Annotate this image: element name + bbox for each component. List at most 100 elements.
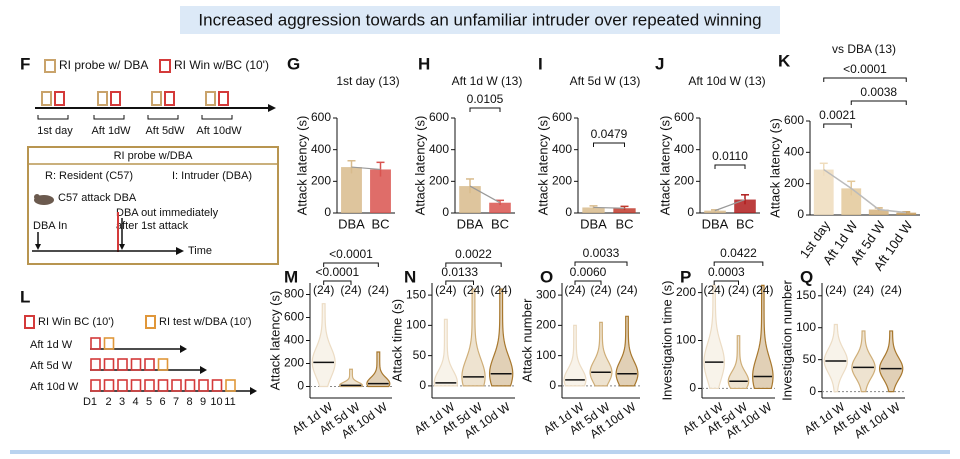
n-label: (24) [703,283,724,297]
y-tick-label: 0 [565,205,572,219]
win-box [117,379,128,392]
schedule: D1 2 3 4 5 6 7 8 9 10 11 [83,337,257,408]
sig-bracket [469,107,501,112]
panel-label: I [538,54,543,73]
violin [878,330,904,393]
mouse-icon [34,194,40,200]
p-value: 0.0060 [570,265,607,279]
panel-label: N [404,267,416,286]
n-label: (24) [590,283,611,297]
y-tick-label: 0 [442,205,449,219]
panel-label: H [418,54,430,73]
test-box [103,337,115,350]
violin [488,288,514,387]
panel-label: M [284,267,298,286]
y-tick-label: 200 [429,174,449,188]
y-tick-label: 200 [676,285,696,299]
y-tick-label: 50 [413,348,427,362]
y-tick-label: 150 [796,288,816,302]
y-axis-label: Attack latency (s) [412,116,427,216]
win-box [103,358,115,371]
bar [613,208,636,213]
y-tick-label: 400 [552,142,572,156]
y-tick-label: 0 [419,378,426,392]
violin [338,368,364,388]
y-axis-label: Investigation time (s) [659,281,674,401]
sig-bracket [445,280,474,285]
sig-bracket [323,280,352,285]
bar [459,186,481,213]
y-tick-label: 200 [674,174,694,188]
y-tick-label: 0 [549,378,556,392]
chart-title: Aft 10d W (13) [688,74,765,88]
y-tick-label: 400 [429,142,449,156]
p-value: 0.0105 [467,92,504,106]
day-label: 7 [173,396,179,408]
violin [727,335,750,390]
figure-title: Increased aggression towards an unfamili… [198,10,761,29]
pair-line [469,185,501,204]
y-tick-label: 600 [674,110,694,124]
n-label: (24) [463,283,484,297]
bracket [37,115,69,120]
n-label: (24) [368,283,389,297]
out-text: DBA out immediately [116,207,219,219]
y-tick-label: 0 [809,384,816,398]
sig-bracket [445,262,502,267]
bar [704,210,726,213]
win-box [184,379,196,392]
pair-line [593,206,625,209]
arrow-head [180,345,187,353]
intruder-text: I: Intruder (DBA) [172,170,252,182]
day-label: 5 [146,396,152,408]
p-value: 0.0003 [708,265,745,279]
n-label: (24) [752,283,773,297]
violin [366,351,391,388]
timepoint-label: Aft 1dW [91,125,131,137]
violin [823,323,849,393]
y-axis-label: Attack number [519,298,534,382]
p-value: 0.0021 [819,108,856,122]
title-band [180,6,780,34]
y-tick-label: 200 [536,318,556,332]
panel-label: O [540,267,553,286]
row-label: Aft 10d W [30,381,79,393]
y-tick-label: 200 [311,174,331,188]
violin [563,324,587,387]
p-value: 0.0133 [441,265,478,279]
session-box [54,91,65,106]
y-tick-label: 600 [284,310,304,324]
arrow-head [268,104,276,112]
y-tick-label: 300 [536,287,556,301]
win-box [144,358,155,371]
legend-swatch [24,315,35,329]
x-tick-label: BC [371,216,389,231]
arrow-head [200,366,207,374]
n-label: (24) [340,283,361,297]
legend-text: RI test w/DBA (10') [159,316,252,328]
y-tick-label: 0 [687,205,694,219]
x-tick-label: DBA [338,216,365,231]
sig-bracket [574,280,602,285]
legend-text: RI Win w/BC (10') [174,58,269,72]
bar [813,169,834,215]
y-tick-label: 0 [689,381,696,395]
win-box [157,379,169,392]
chart-title: vs DBA (13) [832,42,896,56]
win-box [90,358,101,371]
sig-bracket [714,164,746,169]
n-label: (24) [616,283,637,297]
p-value: 0.0110 [712,149,748,163]
y-tick-label: 400 [284,333,304,347]
session-box [218,91,229,106]
panel-label: P [680,267,691,286]
y-tick-label: 200 [784,176,804,190]
n-label: (24) [880,283,901,297]
sig-bracket [713,280,739,285]
win-box [90,337,101,350]
legend-text: RI Win BC (10') [38,316,114,328]
y-tick-label: 0 [324,205,331,219]
arrow-head [119,244,125,250]
time-text: Time [188,245,212,257]
y-axis-label: Attack latency (s) [294,116,309,216]
